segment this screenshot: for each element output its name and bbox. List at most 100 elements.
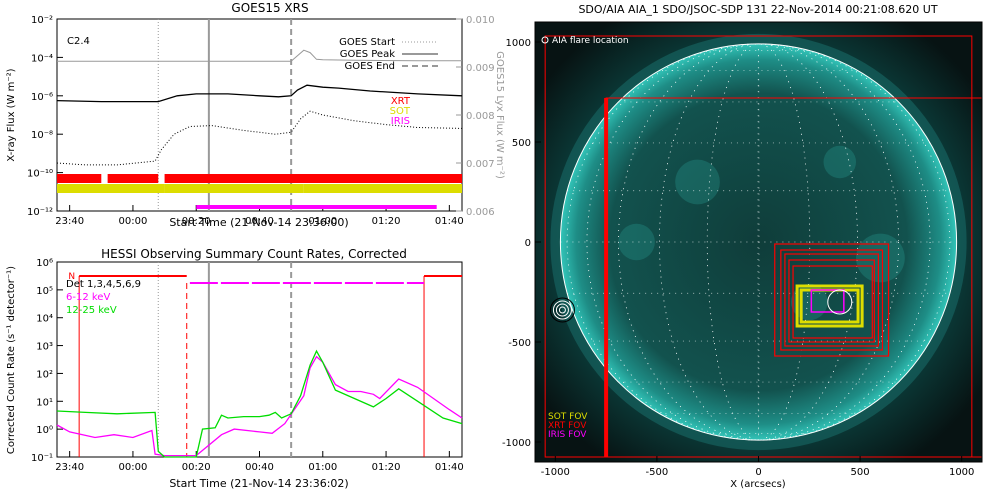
limb-marker-circle [552, 300, 572, 320]
hessi-legend-label: 12-25 keV [66, 305, 117, 316]
coverage-bar-sot [303, 184, 462, 193]
goes-legend-label: GOES Start [339, 37, 395, 48]
hessi-xtick-label: 00:40 [245, 462, 274, 473]
goes-series-0 [56, 84, 463, 103]
aia-xlabel: X (arcsecs) [730, 479, 786, 490]
sun-grid-longitude [706, 43, 811, 441]
aia-title: SDO/AIA AIA_1 SDO/JSOC-SDP 131 22-Nov-20… [578, 3, 937, 16]
hessi-series-1 [56, 349, 463, 458]
hessi-xtick-label: 23:40 [55, 462, 84, 473]
fov-legend-label: IRIS FOV [548, 430, 587, 440]
coverage-bar-xrt [164, 174, 462, 183]
fov-legend-label: XRT FOV [548, 421, 587, 431]
hessi-xtick-label: 01:40 [435, 462, 464, 473]
goes-xtick-label: 00:20 [182, 216, 211, 227]
sot-fov [795, 284, 864, 328]
flare-location-marker [827, 289, 853, 315]
coverage-bar-sot [57, 184, 165, 193]
goes-ytick-label: 10⁻⁶ [31, 92, 53, 103]
goes-xtick-label: 23:40 [55, 216, 84, 227]
aia-xtick-label: 0 [755, 467, 761, 478]
hessi-ytick-label: 10⁻¹ [31, 453, 53, 464]
fov-legend-label: SOT FOV [548, 412, 588, 422]
goes-xtick-label: 00:00 [119, 216, 148, 227]
aia-xtick-label: -500 [646, 467, 669, 478]
hessi-ytick-label: 10⁵ [36, 286, 53, 297]
goes-title: GOES15 XRS [231, 1, 308, 15]
hessi-legend-label: 6-12 keV [66, 292, 110, 303]
coverage-bar-xrt [107, 174, 159, 183]
night-label: N [68, 272, 75, 282]
goes-xlabel: Start Time (21-Nov-14 23:36:00) [169, 216, 348, 229]
goes-ytick-label: 10⁻⁸ [31, 130, 53, 141]
hessi-series-0 [56, 355, 463, 457]
aia-xtick-label: -1000 [541, 467, 570, 478]
limb-marker-circle [555, 303, 569, 317]
aia-xtick-label: 1000 [949, 467, 974, 478]
aia-ytick-label: 1000 [506, 38, 531, 49]
hessi-ytick-label: 10⁴ [36, 314, 53, 325]
goes-ytick-label: 10⁻⁴ [31, 53, 53, 64]
aia-annotation: AIA flare location [552, 36, 629, 46]
hessi-legend-label: Det 1,3,4,5,6,9 [66, 279, 141, 290]
annotation-circle-icon [541, 36, 549, 44]
goes-series-2 [57, 49, 462, 62]
goes-y2tick-label: 0.006 [466, 207, 495, 218]
goes-ytick-label: 10⁻¹² [27, 207, 53, 218]
coverage-bar-iris [196, 205, 437, 209]
aia-ytick-label: 500 [512, 138, 531, 149]
goes-xtick-label: 01:20 [372, 216, 401, 227]
hessi-xtick-label: 00:00 [119, 462, 148, 473]
limb-marker-circle [558, 306, 566, 314]
hessi-xlabel: Start Time (21-Nov-14 23:36:02) [169, 477, 348, 490]
flare-class-label: C2.4 [67, 36, 90, 47]
goes-y2label: GOES15 Lyx Flux (W m⁻²) [494, 51, 505, 179]
sun-bright-region [823, 145, 857, 179]
goes-xtick-label: 00:40 [245, 216, 274, 227]
limb-marker-circle [549, 297, 575, 323]
sun-grid-longitude [566, 43, 951, 441]
sun-grid-longitude [659, 43, 858, 441]
aia-ytick-label: 0 [525, 238, 531, 249]
coverage-bar-xrt [57, 174, 102, 183]
sun-limb [559, 43, 958, 441]
goes-y2tick-label: 0.010 [466, 15, 495, 26]
goes-ytick-label: 10⁻¹⁰ [27, 169, 53, 180]
xrt-fov-small [788, 259, 875, 343]
hessi-xtick-label: 00:20 [182, 462, 211, 473]
hessi-ytick-label: 10⁶ [36, 258, 53, 269]
iris-fov [810, 289, 845, 313]
hessi-frame [56, 261, 463, 458]
hessi-ylabel: Corrected Count Rate (s⁻¹ detector⁻¹) [6, 266, 17, 454]
hessi-title: HESSI Observing Summary Count Rates, Cor… [101, 247, 407, 261]
hessi-xtick-label: 01:20 [372, 462, 401, 473]
sun-bright-region [856, 233, 905, 283]
goes-ylabel: X-ray Flux (W m⁻²) [6, 68, 17, 161]
goes-legend-label: GOES End [345, 61, 395, 72]
xrt-fov-small [792, 265, 873, 339]
aia-ytick-label: -1000 [502, 438, 531, 449]
hessi-ytick-label: 10³ [36, 342, 53, 353]
aia-xtick-label: 500 [851, 467, 870, 478]
sun-grid-longitude [618, 43, 899, 441]
goes-legend-label: GOES Peak [340, 49, 395, 60]
goes-y2tick-label: 0.007 [466, 159, 495, 170]
aia-ytick-label: -500 [508, 338, 531, 349]
coverage-bar-sot [164, 184, 304, 193]
instrument-label-iris: IRIS [391, 116, 410, 127]
goes-xtick-label: 01:00 [308, 216, 337, 227]
xrt-fov-small [780, 249, 884, 351]
sun-bright-region [618, 223, 655, 261]
instrument-label-sot: SOT [390, 106, 411, 117]
xrt-fov-small [784, 253, 879, 347]
goes-y2tick-label: 0.008 [466, 111, 495, 122]
hessi-ytick-label: 10² [36, 369, 53, 380]
hessi-ytick-label: 10⁰ [36, 425, 53, 436]
hessi-ytick-label: 10¹ [36, 397, 53, 408]
instrument-label-xrt: XRT [391, 96, 411, 107]
goes-y2tick-label: 0.009 [466, 63, 495, 74]
goes-series-1 [56, 110, 463, 166]
